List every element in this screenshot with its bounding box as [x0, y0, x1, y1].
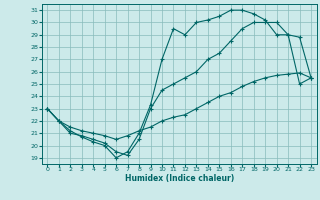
X-axis label: Humidex (Indice chaleur): Humidex (Indice chaleur)	[124, 174, 234, 183]
